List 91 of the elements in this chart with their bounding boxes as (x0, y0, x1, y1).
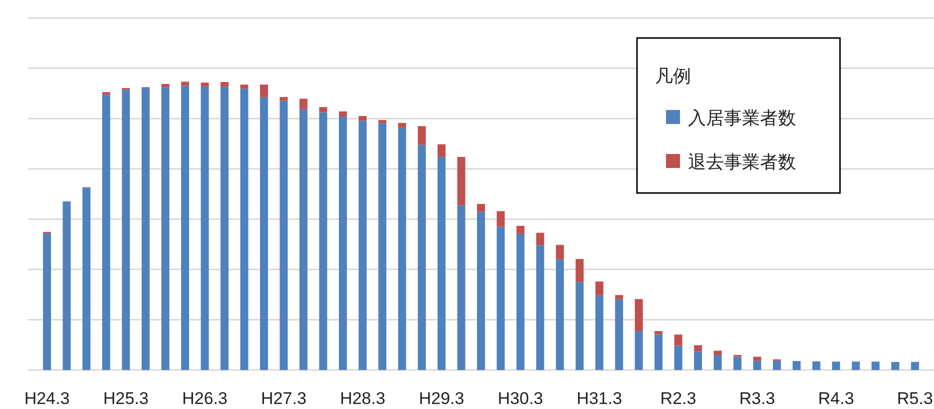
bar (714, 355, 722, 370)
legend-label: 入居事業者数 (688, 108, 796, 128)
bar (457, 156, 466, 206)
bar (62, 201, 71, 370)
bar (872, 362, 880, 370)
bar (694, 345, 702, 352)
bar (161, 84, 170, 88)
bar (260, 84, 268, 98)
bar (122, 90, 130, 370)
bar (891, 362, 900, 370)
bar (418, 126, 426, 145)
bar (181, 86, 190, 370)
bar (240, 84, 248, 89)
bar (220, 86, 229, 370)
bar (200, 82, 209, 87)
bar (299, 98, 308, 110)
x-tick-label: R5.3 (897, 389, 933, 408)
bar (240, 88, 248, 370)
x-tick-label: H25.3 (103, 389, 149, 408)
bar (516, 226, 524, 234)
bar (477, 212, 485, 370)
bar (674, 334, 682, 346)
x-tick-label: R3.3 (739, 389, 776, 408)
bar (102, 94, 110, 370)
bar (457, 205, 466, 370)
bar (694, 351, 702, 370)
bar (82, 188, 90, 370)
bar (338, 116, 347, 370)
bar (398, 122, 406, 128)
bar (319, 112, 328, 370)
bar (634, 299, 643, 332)
bar (911, 362, 919, 370)
x-tick-label: H27.3 (261, 389, 306, 408)
bar (536, 232, 544, 246)
bar (812, 361, 820, 370)
bar (378, 123, 386, 370)
bar (615, 295, 624, 300)
bar (299, 109, 308, 370)
bar (753, 356, 762, 361)
bar (102, 92, 110, 95)
x-tick-label: H29.3 (418, 389, 464, 408)
bar (142, 88, 150, 370)
bar (378, 120, 386, 124)
bar (496, 226, 505, 370)
bar (772, 360, 781, 370)
bar (358, 120, 367, 370)
bar (358, 116, 367, 121)
bar (595, 281, 604, 296)
bar (438, 144, 446, 157)
bar (338, 111, 347, 117)
bar (438, 156, 446, 370)
x-tick-label: H30.3 (498, 389, 544, 408)
bar (576, 282, 584, 370)
bar (280, 96, 288, 101)
bar (43, 233, 51, 370)
bar (714, 350, 722, 356)
bar (496, 211, 505, 227)
bar (280, 100, 288, 370)
bar (654, 334, 663, 370)
bar (753, 360, 762, 370)
bar (536, 245, 544, 370)
x-tick-label: H24.3 (24, 389, 70, 408)
bar (615, 299, 624, 370)
bar (418, 144, 426, 370)
bar (733, 356, 742, 370)
bar (260, 97, 268, 370)
bar (674, 346, 682, 370)
bar (220, 82, 229, 87)
x-tick-label: R4.3 (818, 389, 854, 408)
bar (161, 87, 170, 370)
bar (181, 82, 190, 86)
bar (576, 259, 584, 282)
x-tick-label: H31.3 (576, 389, 622, 408)
bar (556, 259, 564, 370)
legend-label: 退去事業者数 (688, 152, 796, 172)
bar (634, 331, 643, 370)
bar (595, 296, 604, 370)
bar (654, 331, 663, 334)
bar (477, 204, 485, 212)
legend-title: 凡例 (655, 66, 691, 86)
bar (852, 362, 860, 370)
bar (516, 234, 524, 370)
x-tick-label: H28.3 (340, 389, 386, 408)
bar (319, 107, 328, 112)
x-tick-label: H26.3 (182, 389, 228, 408)
bar (556, 244, 564, 260)
bar (200, 86, 209, 370)
x-tick-label: R2.3 (660, 389, 696, 408)
bar (398, 128, 406, 370)
bar (832, 362, 840, 370)
bar (792, 361, 801, 370)
